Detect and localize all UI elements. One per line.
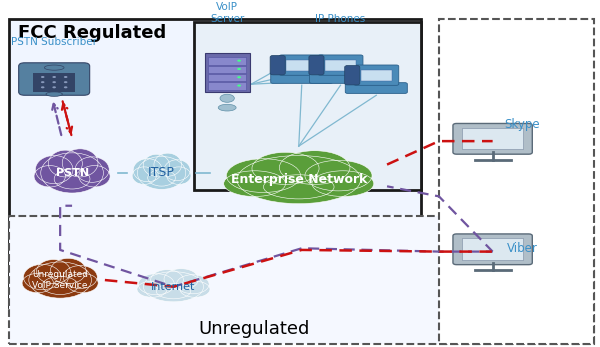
Circle shape bbox=[64, 81, 67, 83]
FancyBboxPatch shape bbox=[453, 234, 532, 265]
Circle shape bbox=[64, 86, 67, 88]
Text: Viber: Viber bbox=[507, 242, 538, 255]
Ellipse shape bbox=[23, 264, 61, 290]
FancyBboxPatch shape bbox=[309, 56, 324, 75]
Ellipse shape bbox=[41, 153, 103, 193]
FancyBboxPatch shape bbox=[205, 53, 250, 92]
Ellipse shape bbox=[29, 262, 91, 298]
FancyBboxPatch shape bbox=[208, 57, 246, 65]
Text: FCC Regulated: FCC Regulated bbox=[19, 24, 167, 42]
FancyBboxPatch shape bbox=[286, 60, 317, 71]
FancyBboxPatch shape bbox=[462, 238, 523, 260]
Ellipse shape bbox=[50, 259, 86, 283]
Text: ITSP: ITSP bbox=[148, 167, 175, 179]
Text: PSTN: PSTN bbox=[56, 168, 89, 178]
Text: Enterprise Network: Enterprise Network bbox=[230, 173, 367, 186]
Ellipse shape bbox=[22, 273, 53, 293]
FancyBboxPatch shape bbox=[194, 22, 421, 190]
Ellipse shape bbox=[79, 166, 110, 187]
FancyBboxPatch shape bbox=[208, 82, 246, 90]
FancyBboxPatch shape bbox=[271, 73, 333, 83]
Text: PSTN Subscriber: PSTN Subscriber bbox=[11, 37, 97, 48]
Ellipse shape bbox=[133, 159, 162, 182]
FancyBboxPatch shape bbox=[10, 19, 421, 307]
Circle shape bbox=[237, 60, 241, 62]
Ellipse shape bbox=[176, 275, 209, 294]
Ellipse shape bbox=[46, 92, 62, 96]
Ellipse shape bbox=[237, 155, 361, 204]
Ellipse shape bbox=[151, 270, 184, 290]
Text: Unregulated: Unregulated bbox=[199, 320, 310, 338]
Ellipse shape bbox=[35, 155, 73, 184]
Circle shape bbox=[220, 94, 235, 102]
Circle shape bbox=[237, 84, 241, 87]
FancyBboxPatch shape bbox=[462, 128, 523, 149]
Circle shape bbox=[41, 81, 44, 83]
Text: Skype: Skype bbox=[505, 118, 540, 131]
Ellipse shape bbox=[154, 153, 182, 176]
Ellipse shape bbox=[226, 159, 301, 193]
Circle shape bbox=[237, 76, 241, 78]
FancyBboxPatch shape bbox=[310, 73, 371, 83]
Ellipse shape bbox=[164, 160, 190, 181]
FancyBboxPatch shape bbox=[10, 217, 594, 344]
Text: Internet: Internet bbox=[151, 282, 196, 292]
Ellipse shape bbox=[34, 166, 65, 187]
Ellipse shape bbox=[157, 284, 191, 299]
Ellipse shape bbox=[167, 167, 191, 185]
Ellipse shape bbox=[148, 170, 175, 186]
FancyBboxPatch shape bbox=[33, 73, 75, 92]
Ellipse shape bbox=[312, 171, 374, 196]
Ellipse shape bbox=[67, 273, 98, 293]
Ellipse shape bbox=[143, 272, 203, 302]
Ellipse shape bbox=[75, 157, 109, 182]
Ellipse shape bbox=[305, 160, 372, 191]
Circle shape bbox=[237, 68, 241, 70]
FancyBboxPatch shape bbox=[354, 65, 399, 85]
FancyBboxPatch shape bbox=[208, 74, 246, 81]
Ellipse shape bbox=[49, 150, 82, 177]
Circle shape bbox=[52, 76, 56, 78]
Ellipse shape bbox=[252, 152, 319, 185]
FancyBboxPatch shape bbox=[344, 66, 360, 85]
Ellipse shape bbox=[37, 260, 70, 283]
FancyBboxPatch shape bbox=[280, 55, 324, 75]
FancyBboxPatch shape bbox=[453, 124, 532, 154]
Ellipse shape bbox=[62, 149, 98, 177]
Circle shape bbox=[52, 86, 56, 88]
FancyBboxPatch shape bbox=[270, 56, 285, 75]
Ellipse shape bbox=[280, 151, 350, 185]
Text: VoIP
Server: VoIP Server bbox=[210, 2, 244, 24]
FancyBboxPatch shape bbox=[318, 55, 363, 75]
FancyBboxPatch shape bbox=[361, 70, 392, 82]
Ellipse shape bbox=[137, 281, 167, 297]
Circle shape bbox=[52, 81, 56, 83]
Ellipse shape bbox=[42, 277, 78, 295]
Ellipse shape bbox=[180, 281, 210, 297]
Ellipse shape bbox=[143, 154, 170, 176]
Circle shape bbox=[41, 86, 44, 88]
Ellipse shape bbox=[54, 169, 90, 189]
Ellipse shape bbox=[138, 274, 175, 295]
Circle shape bbox=[64, 76, 67, 78]
FancyBboxPatch shape bbox=[345, 83, 407, 93]
Text: IP Phones: IP Phones bbox=[316, 14, 365, 24]
Text: Unregulated
VoIP Service: Unregulated VoIP Service bbox=[32, 270, 88, 290]
FancyBboxPatch shape bbox=[19, 63, 89, 95]
FancyBboxPatch shape bbox=[325, 60, 356, 71]
Ellipse shape bbox=[164, 269, 199, 290]
Ellipse shape bbox=[263, 175, 334, 199]
Ellipse shape bbox=[44, 65, 64, 70]
Ellipse shape bbox=[224, 171, 286, 196]
FancyBboxPatch shape bbox=[208, 66, 246, 73]
Ellipse shape bbox=[218, 104, 236, 111]
Ellipse shape bbox=[137, 156, 186, 189]
Ellipse shape bbox=[63, 265, 97, 288]
Ellipse shape bbox=[132, 167, 157, 185]
Circle shape bbox=[41, 76, 44, 78]
FancyBboxPatch shape bbox=[439, 19, 594, 344]
